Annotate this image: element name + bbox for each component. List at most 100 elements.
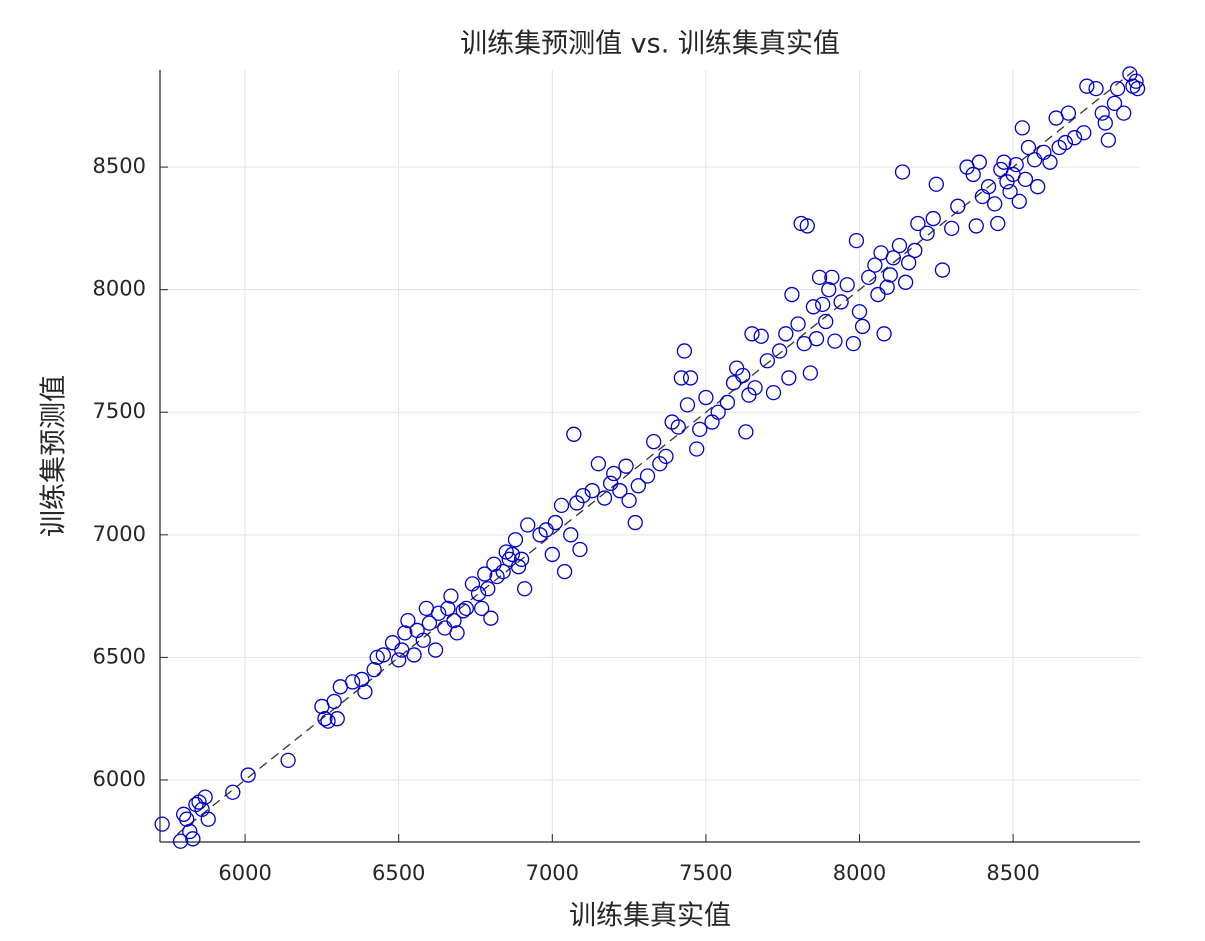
y-tick-label: 8500 [93,154,146,178]
point [357,684,373,700]
point [821,282,837,298]
point [606,465,622,482]
x-tick-label: 8000 [833,861,886,885]
point [612,483,628,499]
point [326,693,342,710]
point [182,823,198,840]
point [882,267,898,283]
point [974,188,991,205]
point [1100,132,1117,148]
point [344,674,361,690]
point [639,468,656,484]
point [1128,73,1144,89]
point [805,299,822,315]
point [240,767,256,783]
point [176,806,192,822]
point [596,490,613,506]
point [1026,152,1043,168]
point [971,154,987,170]
point [827,333,843,349]
point [317,711,333,727]
point [179,811,195,827]
point [658,448,674,465]
point [996,154,1012,170]
point [154,816,170,832]
point [397,625,413,641]
point [507,532,524,548]
point [415,632,431,648]
point [910,215,926,232]
point [811,269,828,286]
point [409,622,425,639]
point [1088,80,1104,97]
point [980,179,997,195]
point [845,335,862,352]
point [725,375,742,391]
point [897,274,914,290]
point [1020,139,1037,156]
point [934,262,951,278]
point [735,367,751,384]
point [501,551,517,567]
point [430,605,447,621]
y-tick-label: 6000 [93,767,146,791]
point [544,546,560,563]
point [885,250,901,266]
point [919,225,935,241]
x-tick-label: 8500 [986,861,1039,885]
point [483,610,499,626]
point [778,326,794,342]
point [747,380,763,396]
y-tick-label: 7500 [93,399,146,423]
point [851,304,868,320]
point [833,294,849,310]
point [575,487,591,504]
point [458,600,474,617]
point [1008,156,1024,173]
point [1094,105,1110,121]
point [901,255,917,271]
point [968,218,984,234]
point [384,635,401,651]
point [719,394,736,411]
y-tick-label: 6500 [93,644,146,668]
point [1051,139,1067,156]
point [1011,193,1027,210]
point [670,419,686,435]
point [870,286,886,303]
point [744,326,760,342]
point [504,546,521,563]
point [790,316,806,332]
point [421,615,438,631]
point [861,269,877,286]
x-tick-label: 6000 [218,861,271,885]
point [815,296,831,313]
point [191,794,207,810]
point [477,566,493,582]
point [455,603,471,619]
point [944,220,960,237]
point [1079,78,1095,94]
point [894,164,911,180]
point [698,389,714,406]
y-tick-label: 7000 [93,522,146,546]
point [1129,80,1146,97]
point [1097,115,1113,131]
point [556,563,573,580]
point [547,514,564,531]
y-tick-label: 8000 [93,277,146,301]
point [1057,134,1073,151]
point [427,642,444,658]
point [1014,120,1030,136]
y-axis-label: 训练集预测值 [39,375,70,537]
point [603,475,619,491]
point [950,198,966,214]
point [464,576,481,592]
point [1076,125,1092,141]
point [990,215,1006,232]
point [486,556,502,572]
point [689,441,705,457]
point [1042,154,1058,170]
point [621,492,637,509]
point [664,414,680,430]
